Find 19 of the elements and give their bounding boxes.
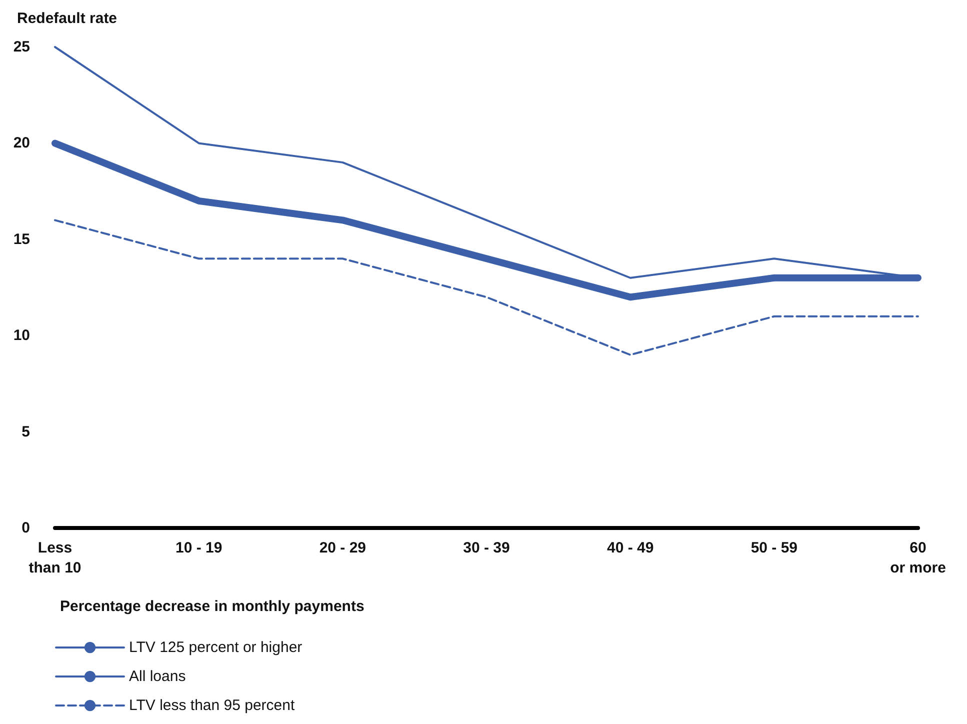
legend-label: LTV less than 95 percent — [129, 697, 296, 714]
x-axis-title: Percentage decrease in monthly payments — [60, 598, 364, 615]
x-tick-label: 10 - 19 — [175, 540, 222, 556]
y-tick-label: 0 — [22, 520, 30, 536]
x-tick-label: Less than 10 — [28, 540, 82, 576]
x-tick-label: 20 - 29 — [319, 540, 366, 556]
y-tick-label: 10 — [13, 327, 30, 344]
x-tick-label: 40 - 49 — [606, 540, 654, 556]
x-tick-label: 60 or more — [890, 540, 946, 576]
x-tick-label: 50 - 59 — [750, 540, 798, 556]
line-series — [54, 219, 919, 356]
y-tick-label: 5 — [22, 423, 30, 440]
legend-label: LTV 125 percent or higher — [129, 639, 302, 656]
y-tick-label: 20 — [13, 134, 30, 152]
y-tick-label: 25 — [13, 38, 30, 56]
y-axis-title: Redefault rate — [17, 10, 118, 27]
y-tick-label: 15 — [13, 230, 30, 248]
legend-label: All loans — [129, 668, 186, 685]
x-tick-label: 30 - 39 — [463, 540, 510, 556]
